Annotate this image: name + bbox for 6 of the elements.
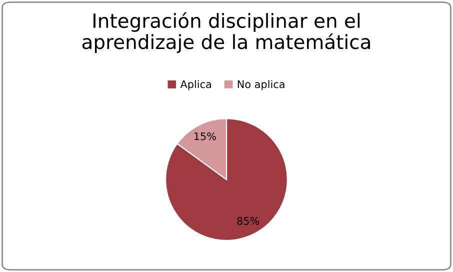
chart-title: Integración disciplinar en el aprendizaje de la matemática (82, 12, 370, 53)
data-label: 85% (237, 217, 260, 225)
legend-label: No aplica (238, 80, 284, 90)
data-label: 15% (194, 132, 216, 140)
legend-label: Aplica (180, 80, 211, 90)
pie-slice (165, 118, 288, 242)
